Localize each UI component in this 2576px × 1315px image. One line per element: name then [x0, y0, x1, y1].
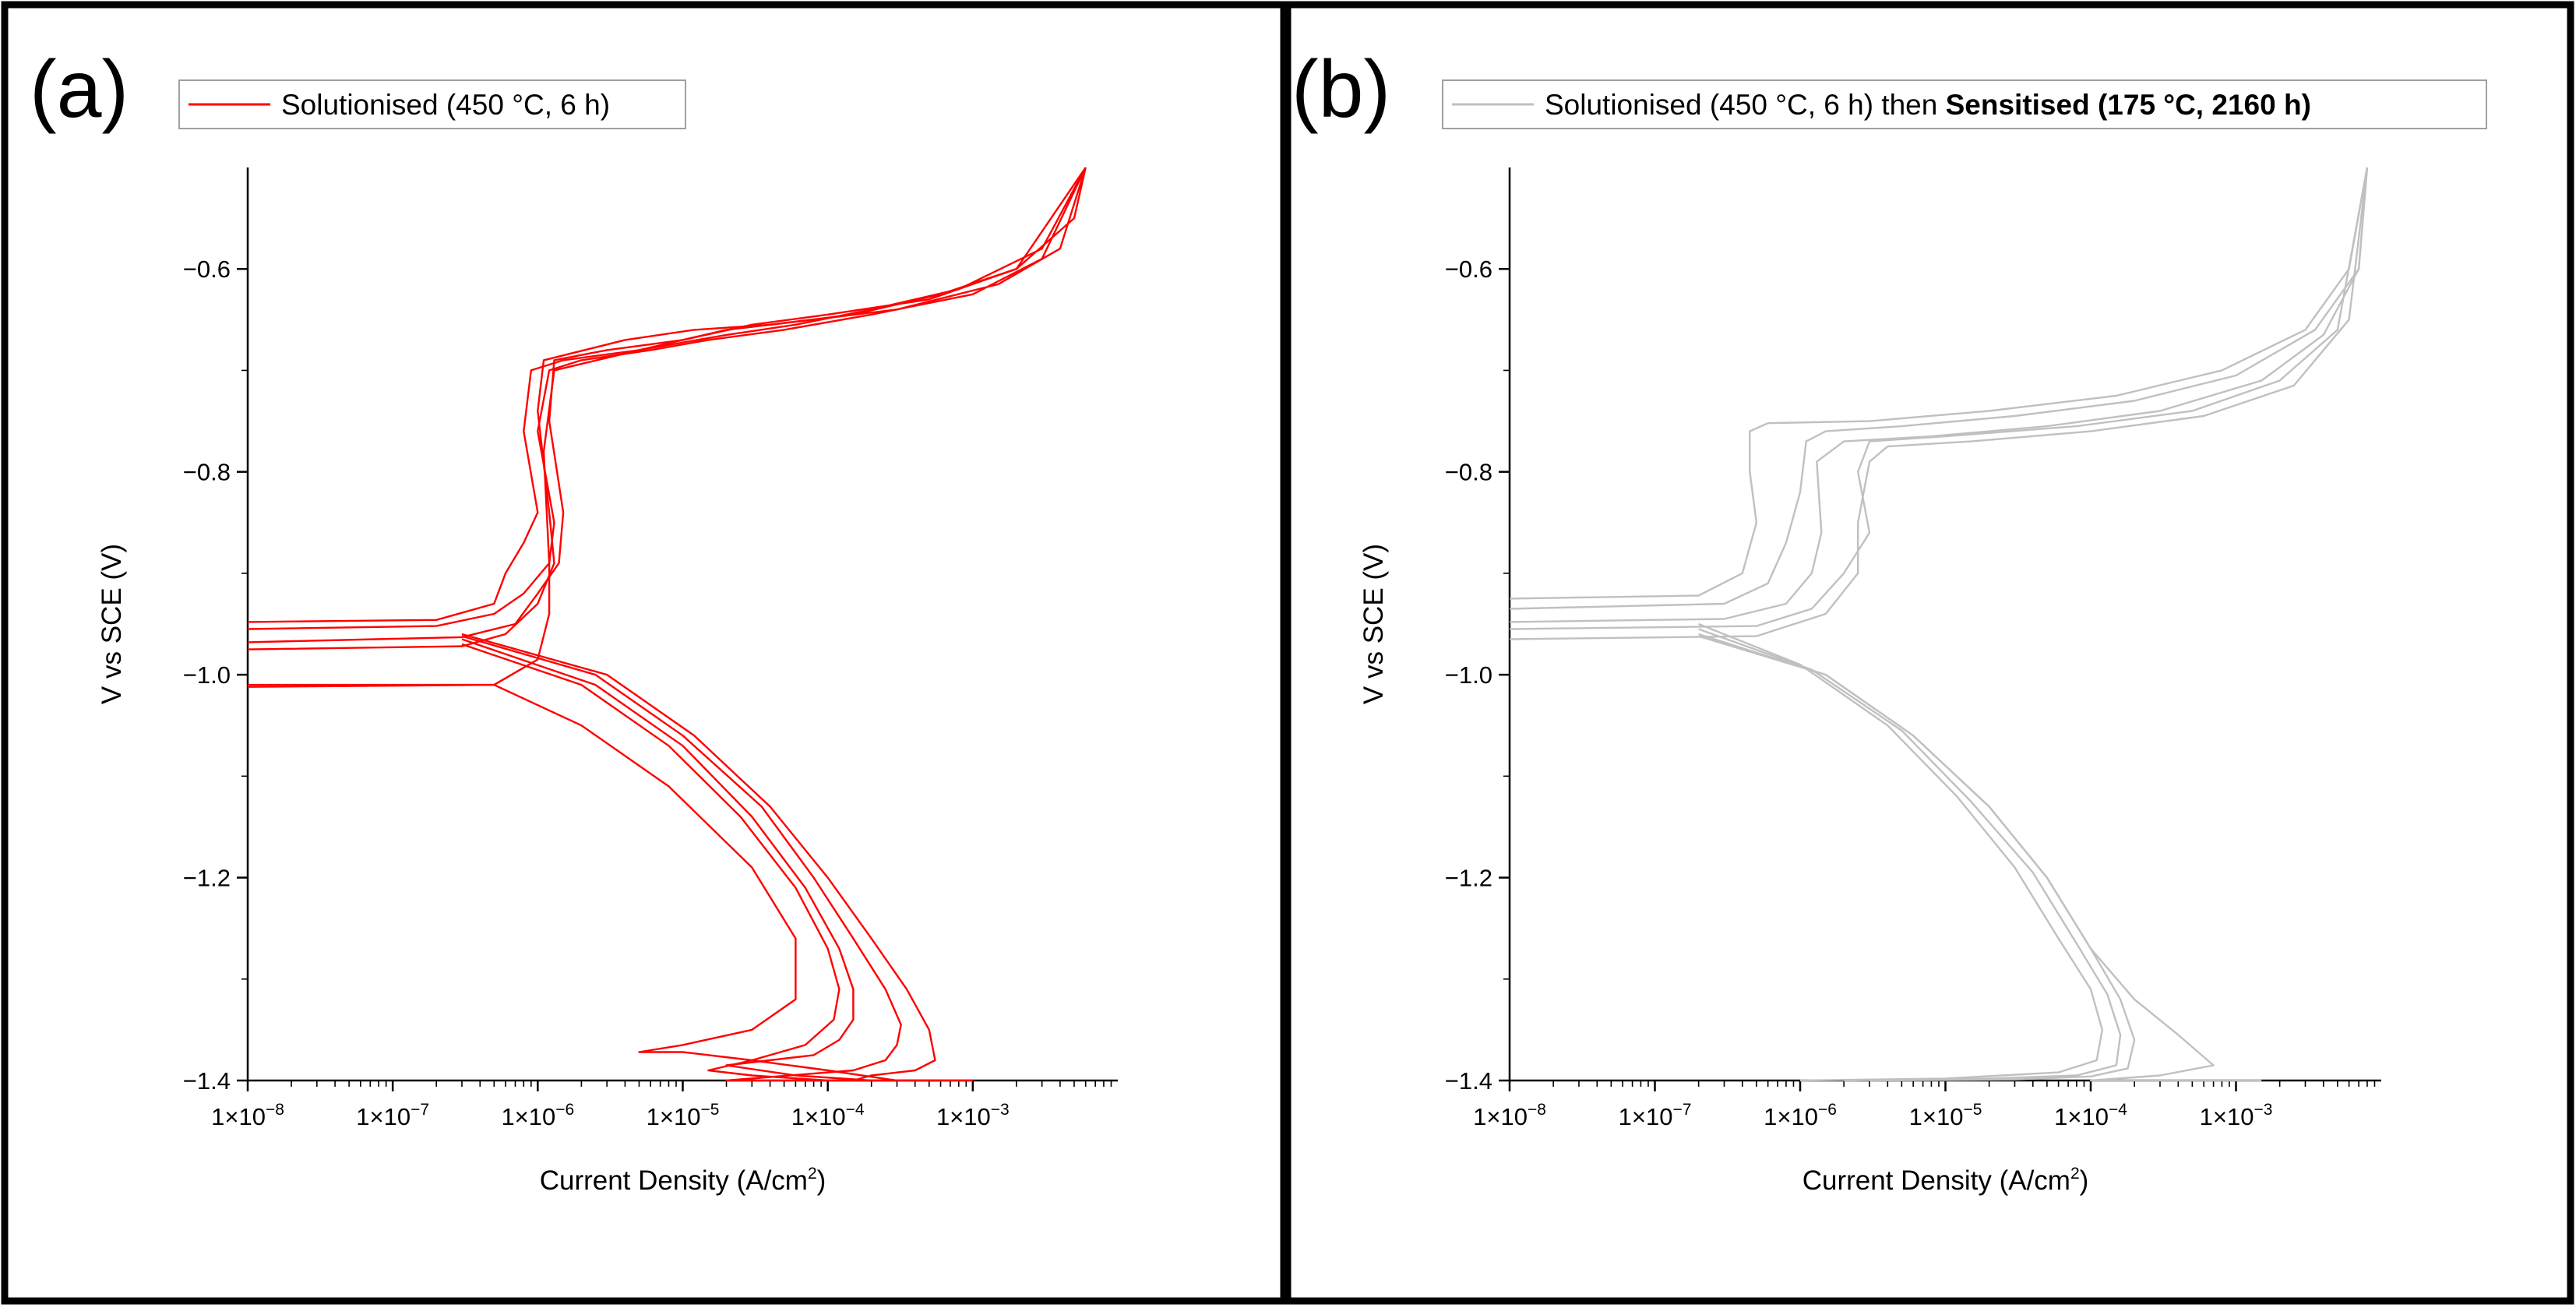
panel-b-series-cathodic-1	[1698, 622, 2103, 1082]
panel-a-y-tick-label: −1.2	[183, 865, 231, 892]
panel-b-x-tick-label: 1×10−7	[1619, 1101, 1692, 1130]
panel-a-label: (a)	[30, 44, 129, 135]
panel-b-series-scan-4	[1510, 167, 2369, 630]
panel-b-series-scan-2	[1510, 167, 2369, 610]
panel-b-y-axis-title: V vs SCE (V)	[1358, 544, 1389, 704]
panel-b-y-tick-label: −1.0	[1445, 661, 1492, 689]
panel-b-x-tick-label: 1×10−3	[2200, 1101, 2273, 1130]
panel-b-series-cathodic-2	[1698, 628, 2122, 1082]
panel-b-series-scan-3	[1510, 167, 2369, 623]
panel-a-series-cathodic-2	[461, 643, 897, 1082]
panel-a-legend-text: Solutionised (450 °C, 6 h)	[281, 89, 610, 121]
panel-a-chart: (a) Solutionised (450 °C, 6 h) −0.6 −0.8 −1.…	[30, 44, 1118, 1196]
panel-b-curves	[1510, 167, 2369, 1082]
panel-b-x-axis-title: Current Density (A/cm2)	[1802, 1165, 2089, 1196]
panel-a-y-axis-title: V vs SCE (V)	[97, 544, 127, 704]
panel-a-y-tick-label: −1.4	[183, 1067, 231, 1095]
panel-a-y-tick-label: −1.0	[183, 661, 231, 689]
panel-b-series-scan-1	[1510, 167, 2369, 600]
panel-a-x-tick-label: 1×10−6	[501, 1101, 574, 1130]
panel-b-x-tick-label: 1×10−8	[1473, 1101, 1546, 1130]
panel-b-y-tick-label: −0.8	[1445, 459, 1492, 486]
panel-a-series-scan-2	[248, 167, 1087, 630]
panel-a-y-tick-label: −0.6	[183, 256, 231, 283]
panel-a-x-tick-label: 1×10−8	[211, 1101, 284, 1130]
panel-a-x-axis-title: Current Density (A/cm2)	[540, 1165, 826, 1196]
panel-b-chart: (b) Solutionised (450 °C, 6 h) then Sensi…	[1292, 44, 2487, 1196]
panel-b-x-tick-label: 1×10−4	[2054, 1101, 2127, 1130]
panel-a-x-tick-label: 1×10−4	[791, 1101, 865, 1130]
panel-a-series-scan-3	[248, 167, 1087, 643]
panel-a-series-cathodic-1	[248, 683, 941, 1082]
panel-a-x-tick-label: 1×10−5	[647, 1101, 720, 1130]
panel-b-x-tick-label: 1×10−6	[1764, 1101, 1837, 1130]
panel-b-legend-text: Solutionised (450 °C, 6 h) then Sensitis…	[1545, 89, 2311, 121]
panel-a-x-tick-label: 1×10−3	[936, 1101, 1010, 1130]
panel-a-y-tick-label: −0.8	[183, 459, 231, 486]
panel-a-x-tick-label: 1×10−7	[356, 1101, 429, 1130]
panel-b-y-tick-label: −0.6	[1445, 256, 1492, 283]
panel-a-series-cathodic-5	[461, 633, 973, 1082]
panel-a-series-cathodic-3	[461, 638, 872, 1082]
panel-b-series-scan-5	[1510, 167, 2369, 640]
panel-b-legend-box	[1442, 79, 2487, 129]
panel-a-series-scan-5	[248, 167, 1087, 688]
panel-b-x-tick-label: 1×10−5	[1909, 1101, 1982, 1130]
panel-b-y-tick-label: −1.2	[1445, 865, 1492, 892]
panel-b-label: (b)	[1292, 44, 1390, 135]
panel-b-series-cathodic-4	[1698, 635, 2262, 1082]
panel-a-curves	[248, 167, 1087, 1082]
panel-b-y-tick-label: −1.4	[1445, 1067, 1492, 1095]
panel-a-frame	[1, 1, 1288, 1305]
panel-a-series-cathodic-4	[461, 635, 902, 1082]
